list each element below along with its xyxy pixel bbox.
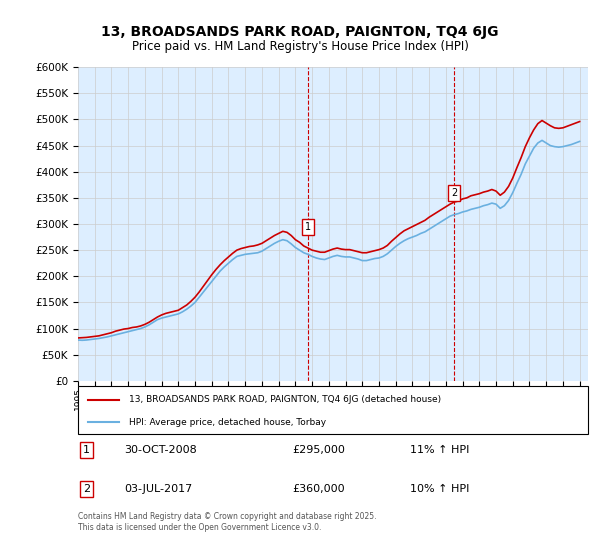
FancyBboxPatch shape xyxy=(78,386,588,434)
Text: 03-JUL-2017: 03-JUL-2017 xyxy=(124,484,192,494)
Text: 30-OCT-2008: 30-OCT-2008 xyxy=(124,445,197,455)
Text: 11% ↑ HPI: 11% ↑ HPI xyxy=(409,445,469,455)
Text: 1: 1 xyxy=(305,222,311,232)
Text: 13, BROADSANDS PARK ROAD, PAIGNTON, TQ4 6JG: 13, BROADSANDS PARK ROAD, PAIGNTON, TQ4 … xyxy=(101,25,499,39)
Text: Price paid vs. HM Land Registry's House Price Index (HPI): Price paid vs. HM Land Registry's House … xyxy=(131,40,469,53)
Text: 13, BROADSANDS PARK ROAD, PAIGNTON, TQ4 6JG (detached house): 13, BROADSANDS PARK ROAD, PAIGNTON, TQ4 … xyxy=(129,395,441,404)
Text: 1: 1 xyxy=(83,445,90,455)
Text: 2: 2 xyxy=(451,188,457,198)
Text: 2: 2 xyxy=(83,484,90,494)
Text: HPI: Average price, detached house, Torbay: HPI: Average price, detached house, Torb… xyxy=(129,418,326,427)
Text: 10% ↑ HPI: 10% ↑ HPI xyxy=(409,484,469,494)
Text: £295,000: £295,000 xyxy=(292,445,345,455)
Text: £360,000: £360,000 xyxy=(292,484,345,494)
Text: Contains HM Land Registry data © Crown copyright and database right 2025.
This d: Contains HM Land Registry data © Crown c… xyxy=(78,512,377,532)
